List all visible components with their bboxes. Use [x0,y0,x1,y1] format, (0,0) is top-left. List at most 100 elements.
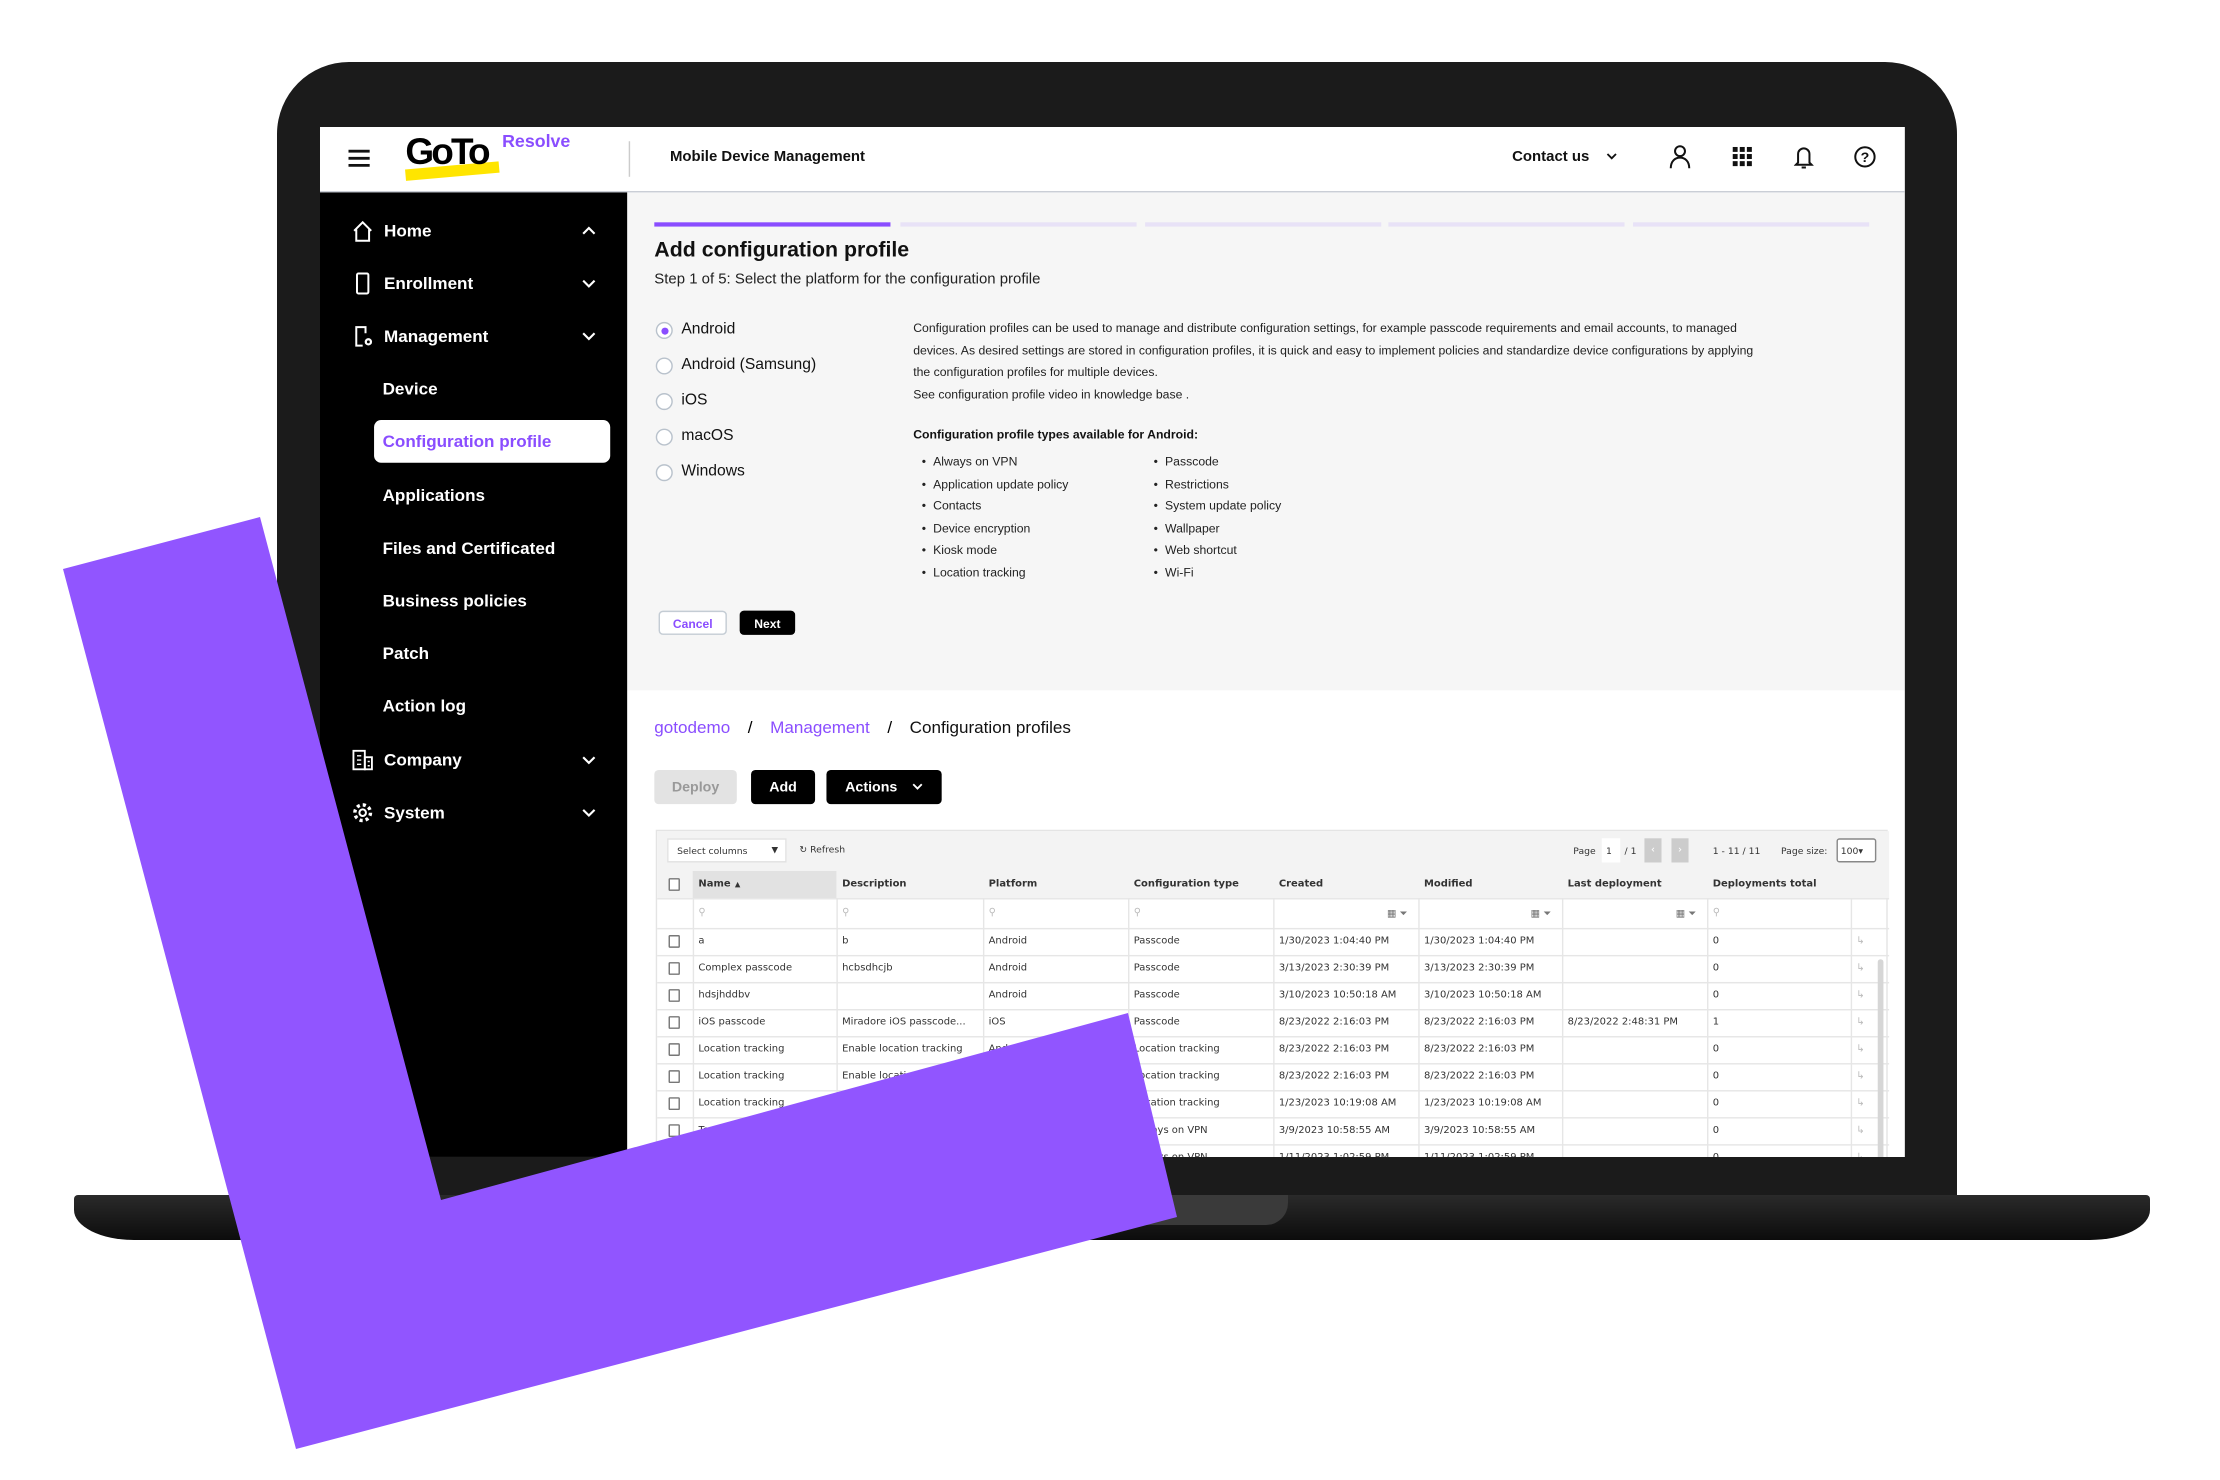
step-progress-segment [1388,222,1625,227]
row-action-arrow-icon[interactable]: ↳ [1856,1070,1865,1082]
sidebar-item-files-and-certificated[interactable]: Files and Certificated [320,530,627,567]
row-checkbox[interactable] [668,962,680,975]
table-row[interactable]: hdsjhddbv Android Passcode 3/10/2023 10:50:… [657,982,1889,1009]
column-header-platform[interactable]: Platform [989,871,1038,898]
search-filter-icon[interactable]: ⚲ [988,906,996,918]
row-action-arrow-icon[interactable]: ↳ [1856,1124,1865,1136]
table-row[interactable]: Location tracking Location tracking 1/23/2… [657,1090,1889,1117]
breadcrumb: gotodemo / Management / Configuration pr… [654,717,1071,737]
select-all-checkbox[interactable] [668,878,680,891]
row-checkbox[interactable] [668,1124,680,1138]
row-checkbox[interactable] [668,935,680,948]
profile-type-item: Restrictions [1165,476,1229,491]
sidebar-item-home[interactable]: Home [320,212,627,249]
chevron-down-icon[interactable] [580,752,597,769]
row-checkbox[interactable] [668,989,680,1002]
platform-radio-android[interactable] [655,321,673,339]
table-scrollbar[interactable] [1877,959,1884,1157]
bullet: • [921,498,927,513]
column-header-created[interactable]: Created [1279,871,1323,898]
page-size-select[interactable]: 100▾ [1836,838,1877,863]
sidebar-item-applications[interactable]: Applications [320,477,627,514]
row-action-arrow-icon[interactable]: ↳ [1856,1151,1865,1157]
column-header-label: Description [842,878,907,890]
row-checkbox[interactable] [668,1016,680,1029]
cell-created: 3/10/2023 10:50:18 AM [1278,989,1397,1001]
cancel-button[interactable]: Cancel [658,610,727,635]
menu-icon[interactable] [348,148,370,167]
row-checkbox[interactable] [668,1043,680,1056]
column-header-label: Configuration type [1133,878,1239,890]
search-filter-icon[interactable]: ⚲ [1133,906,1142,918]
platform-radio-android-samsung[interactable] [655,357,673,375]
cell-modified: 8/23/2022 2:16:03 PM [1423,1016,1535,1028]
column-header-description[interactable]: Description [842,871,906,898]
row-action-arrow-icon[interactable]: ↳ [1856,1016,1865,1028]
platform-radio-ios[interactable] [655,393,673,411]
row-action-arrow-icon[interactable]: ↳ [1856,935,1865,947]
user-icon[interactable] [1669,144,1692,170]
platform-radio-windows[interactable] [655,464,673,482]
cell-configuration-type: Passcode [1133,1016,1180,1028]
date-filter-icon[interactable]: ▦ ⏷ [1386,908,1408,920]
column-header-modified[interactable]: Modified [1424,871,1473,898]
chevron-down-icon[interactable] [580,328,597,345]
sidebar-item-configuration-profile[interactable]: Configuration profile [320,420,627,463]
breadcrumb-management[interactable]: Management [770,717,870,738]
column-header-last-deployment[interactable]: Last deployment [1568,871,1662,898]
table-row[interactable]: Complex passcode hcbsdhcjb Android Passcode… [657,955,1889,982]
sidebar-item-device[interactable]: Device [320,370,627,407]
chevron-down-icon[interactable] [580,275,597,292]
phone-icon [351,272,374,295]
chevron-down-icon[interactable] [580,804,597,821]
page-input[interactable]: 1 [1601,838,1621,863]
search-filter-icon[interactable]: ⚲ [842,906,850,918]
chevron-up-icon[interactable] [580,222,597,239]
breadcrumb-gotodemo[interactable]: gotodemo [654,717,731,738]
sidebar-item-business-policies[interactable]: Business policies [320,582,627,619]
row-action-arrow-icon[interactable]: ↳ [1856,989,1865,1001]
app-title: Mobile Device Management [669,148,866,166]
cell-created: 1/23/2023 10:19:08 AM [1278,1097,1397,1109]
sidebar-item-patch[interactable]: Patch [320,635,627,672]
sort-asc-icon: ▲ [734,880,741,890]
deploy-button[interactable]: Deploy [654,770,737,805]
refresh-button[interactable]: ↻ Refresh [799,844,845,855]
add-button[interactable]: Add [751,770,816,805]
next-page-button[interactable]: › [1671,838,1689,863]
prev-page-button[interactable]: ‹ [1644,838,1662,863]
search-filter-icon[interactable]: ⚲ [1712,906,1721,918]
sidebar-item-action-log[interactable]: Action log [320,688,627,725]
cell-deployments-total: 1 [1712,1016,1720,1028]
row-action-arrow-icon[interactable]: ↳ [1856,1043,1865,1055]
platform-radio-macos[interactable] [655,428,673,446]
column-header-configuration-type[interactable]: Configuration type [1134,871,1239,898]
actions-dropdown[interactable]: Actions [826,770,942,805]
column-header-deployments-total[interactable]: Deployments total [1713,871,1817,898]
sidebar-item-management[interactable]: Management [320,318,627,355]
row-checkbox[interactable] [668,1070,680,1083]
row-action-arrow-icon[interactable]: ↳ [1856,962,1865,974]
row-divider [657,1009,1890,1011]
row-checkbox[interactable] [668,1097,680,1111]
column-divider [1128,871,1130,1157]
sidebar-item-company[interactable]: Company [320,742,627,779]
next-button[interactable]: Next [739,610,796,635]
types-heading: Configuration profile types available fo… [913,427,1199,442]
table-row[interactable]: a b Android Passcode 1/30/2023 1:04:40 PM 1/3… [657,928,1889,955]
bell-icon[interactable] [1793,144,1814,170]
sidebar-item-enrollment[interactable]: Enrollment [320,265,627,302]
refresh-icon: ↻ [799,843,808,856]
table-row[interactable]: iOS passcode Miradore iOS passcode... iOS P… [657,1009,1889,1036]
select-columns-dropdown[interactable]: Select columns ▼ [667,838,787,863]
apps-grid-icon[interactable] [1732,146,1753,167]
help-icon[interactable]: ? [1854,145,1877,168]
search-filter-icon[interactable]: ⚲ [698,906,706,918]
sidebar-item-system[interactable]: System [320,794,627,831]
column-header-name[interactable]: Name ▲ [698,871,740,898]
table-row[interactable]: Location tracking Enable location Location… [657,1063,1889,1090]
contact-us-menu[interactable]: Contact us [1512,148,1618,165]
date-filter-icon[interactable]: ▦ ⏷ [1675,908,1697,920]
date-filter-icon[interactable]: ▦ ⏷ [1530,908,1552,920]
row-action-arrow-icon[interactable]: ↳ [1856,1097,1865,1109]
